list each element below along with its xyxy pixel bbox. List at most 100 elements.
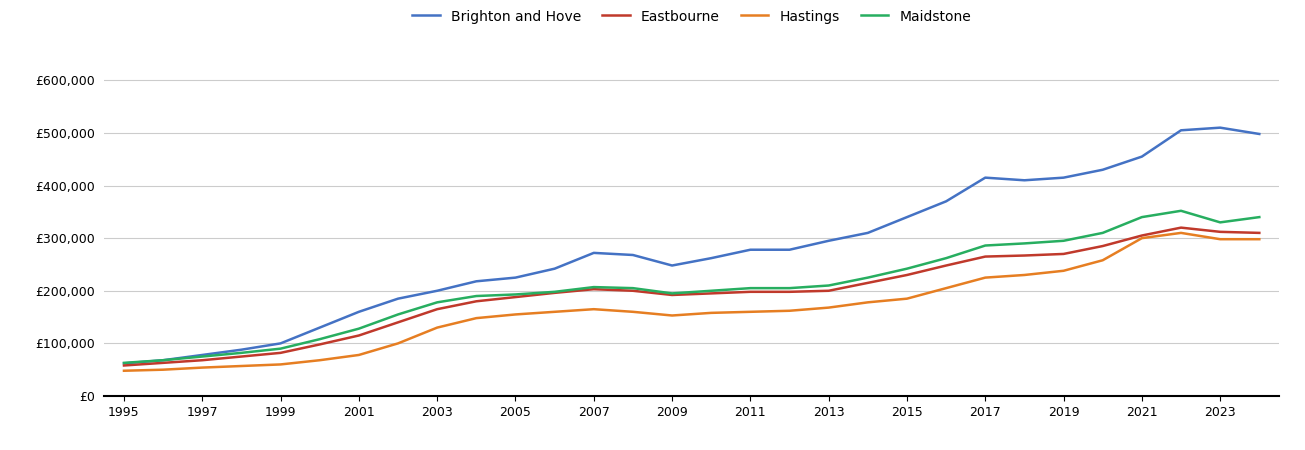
Eastbourne <box>625 288 641 293</box>
Line: Hastings: Hastings <box>124 233 1259 371</box>
Maidstone <box>429 300 445 305</box>
Eastbourne <box>743 289 758 294</box>
Eastbourne <box>234 354 249 359</box>
Maidstone <box>547 289 562 294</box>
Eastbourne <box>1095 243 1111 249</box>
Brighton and Hove <box>586 250 602 256</box>
Maidstone <box>155 357 171 363</box>
Hastings <box>860 300 876 305</box>
Brighton and Hove <box>703 256 719 261</box>
Eastbourne <box>390 320 406 325</box>
Maidstone <box>468 293 484 299</box>
Eastbourne <box>860 280 876 286</box>
Brighton and Hove <box>782 247 797 252</box>
Brighton and Hove <box>234 347 249 352</box>
Maidstone <box>821 283 837 288</box>
Hastings <box>586 306 602 312</box>
Maidstone <box>1173 208 1189 213</box>
Maidstone <box>860 275 876 280</box>
Hastings <box>547 309 562 315</box>
Hastings <box>116 368 132 373</box>
Maidstone <box>312 337 328 342</box>
Brighton and Hove <box>1173 128 1189 133</box>
Maidstone <box>234 350 249 356</box>
Maidstone <box>899 266 915 271</box>
Maidstone <box>1251 214 1267 220</box>
Eastbourne <box>1212 229 1228 234</box>
Brighton and Hove <box>860 230 876 236</box>
Eastbourne <box>664 292 680 298</box>
Hastings <box>234 363 249 369</box>
Brighton and Hove <box>664 263 680 268</box>
Brighton and Hove <box>1017 178 1032 183</box>
Brighton and Hove <box>1056 175 1071 180</box>
Eastbourne <box>1251 230 1267 236</box>
Maidstone <box>1056 238 1071 243</box>
Hastings <box>938 285 954 291</box>
Hastings <box>194 365 210 370</box>
Maidstone <box>508 292 523 297</box>
Maidstone <box>273 346 288 351</box>
Maidstone <box>1134 214 1150 220</box>
Brighton and Hove <box>273 341 288 346</box>
Maidstone <box>1017 241 1032 246</box>
Hastings <box>977 275 993 280</box>
Eastbourne <box>155 360 171 365</box>
Hastings <box>625 309 641 315</box>
Eastbourne <box>116 363 132 368</box>
Eastbourne <box>1134 233 1150 238</box>
Brighton and Hove <box>938 198 954 204</box>
Hastings <box>703 310 719 315</box>
Eastbourne <box>508 294 523 300</box>
Maidstone <box>703 288 719 293</box>
Brighton and Hove <box>351 309 367 315</box>
Brighton and Hove <box>155 357 171 363</box>
Eastbourne <box>782 289 797 294</box>
Hastings <box>155 367 171 373</box>
Brighton and Hove <box>1134 154 1150 159</box>
Brighton and Hove <box>899 214 915 220</box>
Hastings <box>1056 268 1071 274</box>
Brighton and Hove <box>1212 125 1228 130</box>
Hastings <box>821 305 837 310</box>
Eastbourne <box>977 254 993 259</box>
Brighton and Hove <box>821 238 837 243</box>
Maidstone <box>743 285 758 291</box>
Hastings <box>390 341 406 346</box>
Brighton and Hove <box>547 266 562 271</box>
Maidstone <box>977 243 993 248</box>
Eastbourne <box>938 263 954 268</box>
Maidstone <box>390 312 406 317</box>
Brighton and Hove <box>977 175 993 180</box>
Eastbourne <box>273 350 288 356</box>
Eastbourne <box>429 306 445 312</box>
Maidstone <box>625 285 641 291</box>
Hastings <box>273 362 288 367</box>
Eastbourne <box>1056 251 1071 256</box>
Hastings <box>312 357 328 363</box>
Hastings <box>1095 257 1111 263</box>
Brighton and Hove <box>625 252 641 258</box>
Eastbourne <box>351 333 367 338</box>
Line: Eastbourne: Eastbourne <box>124 228 1259 365</box>
Hastings <box>782 308 797 314</box>
Eastbourne <box>194 357 210 363</box>
Eastbourne <box>1173 225 1189 230</box>
Eastbourne <box>899 272 915 278</box>
Hastings <box>351 352 367 358</box>
Hastings <box>743 309 758 315</box>
Brighton and Hove <box>390 296 406 302</box>
Brighton and Hove <box>429 288 445 293</box>
Eastbourne <box>586 287 602 292</box>
Line: Maidstone: Maidstone <box>124 211 1259 363</box>
Brighton and Hove <box>194 352 210 358</box>
Brighton and Hove <box>743 247 758 252</box>
Hastings <box>429 325 445 330</box>
Hastings <box>899 296 915 302</box>
Brighton and Hove <box>1095 167 1111 172</box>
Maidstone <box>782 285 797 291</box>
Maidstone <box>1095 230 1111 236</box>
Hastings <box>1251 237 1267 242</box>
Maidstone <box>116 360 132 365</box>
Hastings <box>468 315 484 321</box>
